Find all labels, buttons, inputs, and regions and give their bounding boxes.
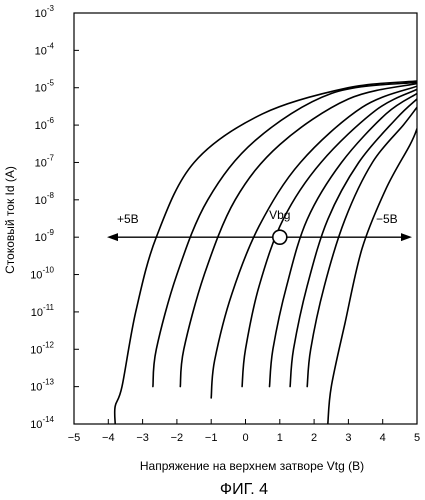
x-tick-label: 1	[277, 432, 283, 444]
y-tick-label: 10-9	[35, 228, 55, 244]
series-line-7	[289, 98, 417, 388]
series-line-2	[152, 81, 417, 388]
series-line-6	[268, 92, 417, 388]
x-axis-label: Напряжение на верхнем затворе Vtg (В)	[140, 459, 364, 473]
x-tick-label: −3	[136, 432, 149, 444]
x-tick-label: 4	[380, 432, 386, 444]
x-tick-label: −4	[102, 432, 115, 444]
y-tick-label: 10-14	[30, 415, 54, 431]
vbg-label: Vbg	[269, 208, 290, 222]
series-line-4	[210, 85, 417, 399]
y-tick-label: 10-12	[30, 340, 54, 356]
series-curves	[113, 80, 417, 424]
y-tick-label: 10-8	[35, 191, 55, 207]
y-tick-label: 10-4	[35, 41, 55, 57]
figure-caption: ФИГ. 4	[220, 481, 268, 498]
x-axis-ticks: −5 −4 −3 −2 −1 0 1 2 3 4 5	[68, 419, 420, 444]
annotations: +5В −5В Vbg	[107, 208, 412, 245]
vbg-marker-circle	[271, 229, 288, 245]
series-line-8	[306, 106, 417, 388]
x-tick-label: −5	[68, 432, 81, 444]
y-tick-label: 10-3	[35, 4, 55, 20]
minus-5v-label: −5В	[376, 212, 398, 226]
y-axis-label: Стоковый ток Id (A)	[3, 166, 17, 274]
arrow-left-head	[107, 233, 118, 242]
y-tick-label: 10-10	[30, 266, 54, 282]
y-tick-label: 10-7	[35, 153, 55, 169]
x-tick-label: 2	[311, 432, 317, 444]
x-tick-label: 5	[414, 432, 420, 444]
series-line-5	[241, 88, 417, 388]
y-tick-label: 10-5	[35, 79, 55, 95]
series-line-9	[327, 127, 417, 424]
plus-5v-label: +5В	[117, 212, 139, 226]
x-tick-label: 0	[242, 432, 248, 444]
x-tick-label: 3	[345, 432, 351, 444]
y-tick-label: 10-11	[31, 303, 55, 319]
x-tick-label: −2	[171, 432, 184, 444]
x-tick-label: −1	[205, 432, 218, 444]
y-tick-label: 10-13	[30, 378, 54, 394]
series-line-1	[113, 80, 417, 424]
arrow-right-head	[401, 233, 412, 242]
y-tick-label: 10-6	[35, 116, 55, 132]
series-line-3	[179, 82, 417, 388]
y-axis-ticks: 10-3 10-4 10-5 10-6 10-7 10-8 10-9 10-10 10-11 10…	[30, 4, 79, 431]
